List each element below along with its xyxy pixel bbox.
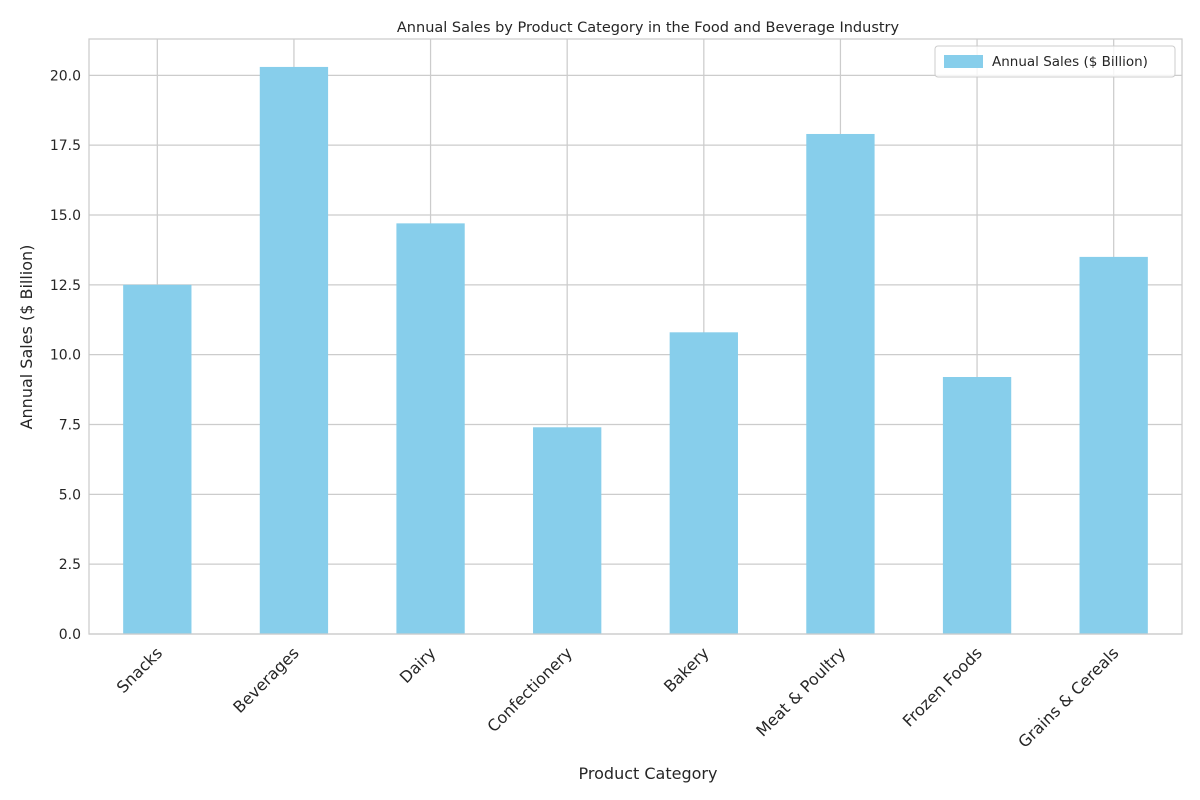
legend: Annual Sales ($ Billion) bbox=[934, 45, 1176, 78]
bar bbox=[806, 133, 875, 634]
x-axis-label: Product Category bbox=[579, 764, 718, 783]
bars-group bbox=[123, 66, 1148, 635]
legend-swatch bbox=[944, 55, 983, 68]
legend-label: Annual Sales ($ Billion) bbox=[992, 54, 1148, 70]
chart-title: Annual Sales by Product Category in the … bbox=[397, 20, 900, 36]
bar bbox=[942, 377, 1012, 634]
y-tick-labels: 0.0 2.5 5.0 7.5 10.0 12.5 15.0 17.5 20.0 bbox=[50, 68, 81, 643]
y-tick-label: 5.0 bbox=[59, 487, 81, 503]
bar bbox=[669, 332, 738, 634]
y-tick-label: 12.5 bbox=[50, 278, 81, 294]
y-tick-label: 10.0 bbox=[50, 348, 81, 364]
legend-box bbox=[934, 45, 1176, 78]
y-tick-label: 7.5 bbox=[59, 417, 81, 433]
bar bbox=[1079, 256, 1148, 634]
y-tick-label: 17.5 bbox=[50, 138, 81, 154]
y-axis-label: Annual Sales ($ Billion) bbox=[17, 245, 36, 430]
y-tick-label: 0.0 bbox=[59, 627, 81, 643]
y-tick-label: 20.0 bbox=[50, 68, 81, 84]
bar bbox=[396, 223, 465, 634]
plot-frame bbox=[88, 38, 1183, 635]
bar bbox=[533, 427, 602, 634]
y-tick-label: 2.5 bbox=[59, 557, 81, 573]
bar bbox=[123, 284, 192, 634]
y-tick-label: 15.0 bbox=[50, 208, 81, 224]
bar bbox=[259, 66, 329, 635]
